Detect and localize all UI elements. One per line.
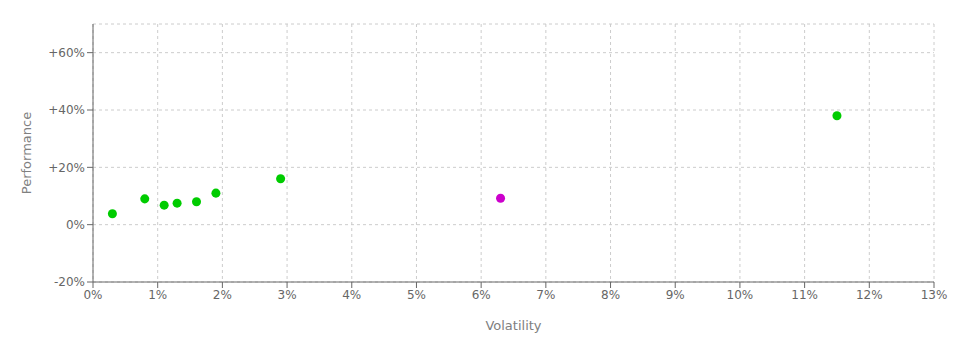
svg-text:Volatility: Volatility [485, 318, 541, 333]
svg-text:10%: 10% [727, 288, 754, 302]
svg-text:13%: 13% [921, 288, 948, 302]
svg-text:11%: 11% [791, 288, 818, 302]
svg-text:0%: 0% [66, 218, 85, 232]
svg-text:2%: 2% [213, 288, 232, 302]
svg-text:8%: 8% [601, 288, 620, 302]
svg-text:+40%: +40% [48, 103, 85, 117]
svg-text:4%: 4% [342, 288, 361, 302]
svg-text:6%: 6% [472, 288, 491, 302]
svg-text:+20%: +20% [48, 161, 85, 175]
svg-text:3%: 3% [278, 288, 297, 302]
svg-text:9%: 9% [666, 288, 685, 302]
svg-text:7%: 7% [536, 288, 555, 302]
svg-text:Performance: Performance [19, 112, 34, 194]
svg-text:12%: 12% [856, 288, 883, 302]
svg-text:+60%: +60% [48, 46, 85, 60]
svg-text:0%: 0% [83, 288, 102, 302]
svg-text:5%: 5% [407, 288, 426, 302]
svg-text:-20%: -20% [54, 275, 85, 289]
svg-text:1%: 1% [148, 288, 167, 302]
